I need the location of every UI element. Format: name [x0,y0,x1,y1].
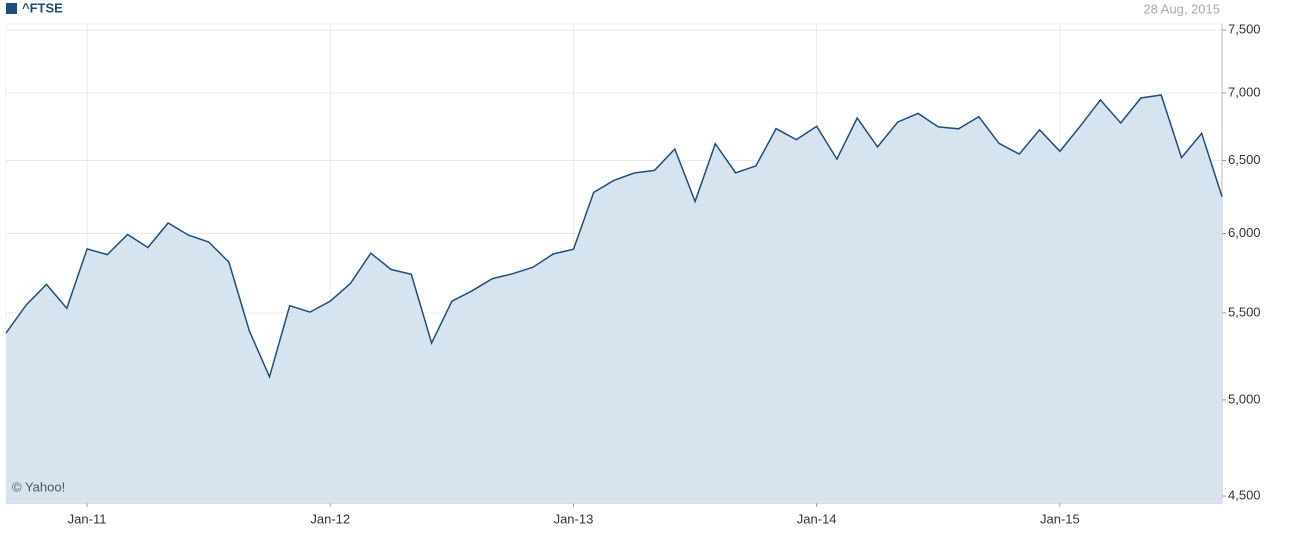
x-tick-label: Jan-13 [554,511,594,526]
x-tick-label: Jan-11 [68,511,107,526]
area [6,95,1222,503]
y-tick-label: 5,500 [1228,304,1261,319]
y-tick-label: 6,000 [1228,225,1261,240]
line [5,94,1223,380]
y-tick-label: 5,000 [1228,391,1261,406]
legend-swatch [6,3,17,14]
y-tick-label: 6,500 [1228,152,1261,167]
x-tick-label: Jan-14 [797,511,837,526]
y-tick-label: 7,500 [1228,21,1261,36]
y-tick-label: 7,000 [1228,84,1261,99]
legend-label: ^FTSE [22,0,63,15]
date-label: 28 Aug, 2015 [1143,1,1220,16]
x-tick-label: Jan-15 [1040,511,1080,526]
x-tick-label: Jan-12 [310,511,350,526]
watermark: © Yahoo! [12,479,65,494]
y-tick-label: 4,500 [1228,487,1261,502]
